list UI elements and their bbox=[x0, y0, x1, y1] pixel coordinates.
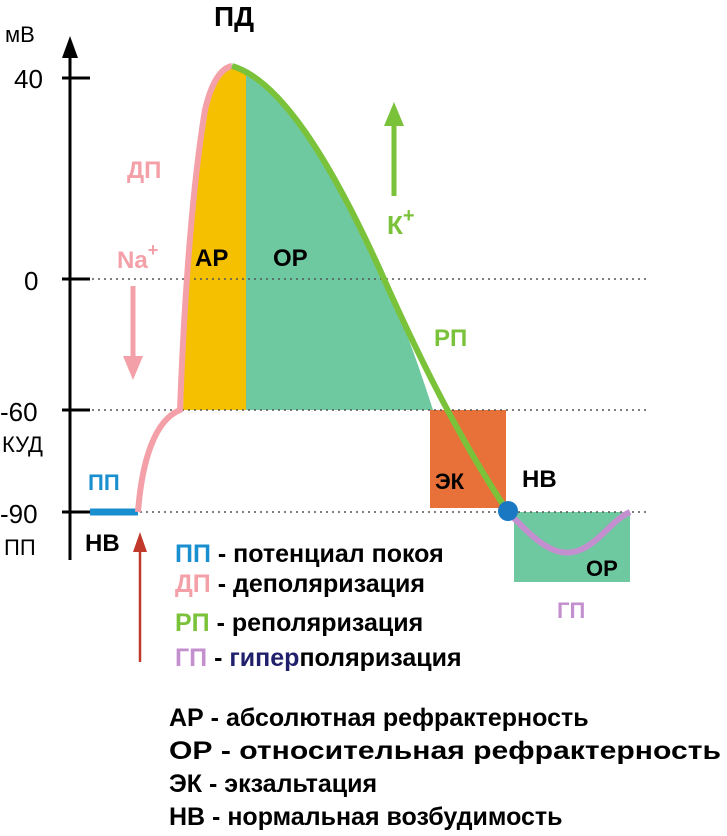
nv-point bbox=[498, 501, 518, 521]
or-small-label: ОР bbox=[586, 556, 618, 581]
ap-region bbox=[183, 66, 246, 410]
k-arrow-head bbox=[384, 102, 404, 126]
legend-gp-text: - bbox=[207, 644, 229, 672]
tick-label-40: 40 bbox=[14, 64, 43, 94]
rp-curve bbox=[231, 63, 511, 514]
legend-pp-text: - потенциал покоя bbox=[211, 540, 444, 568]
legend-rp: РП - реполяризация bbox=[175, 609, 423, 637]
title: ПД bbox=[214, 1, 254, 32]
nv-left-label: НВ bbox=[85, 530, 120, 557]
k-label: К+ bbox=[387, 205, 415, 240]
tick-label-minus60: -60 bbox=[0, 397, 38, 427]
k-sup: + bbox=[403, 205, 415, 227]
unit-label: мВ bbox=[5, 22, 35, 47]
na-text: Na bbox=[117, 247, 148, 274]
y-axis-arrow bbox=[62, 36, 78, 58]
dp-curve bbox=[135, 63, 233, 513]
stimulus-arrow-head bbox=[133, 532, 147, 552]
legend-top: ПП - потенциал покоя ДП - деполяризация … bbox=[175, 540, 462, 672]
rp-label: РП bbox=[434, 325, 467, 352]
legend-ek: ЭК - экзальтация bbox=[169, 770, 377, 798]
legend-pp-abbr: ПП bbox=[175, 540, 211, 568]
ap-label: АР bbox=[195, 245, 228, 272]
or-region bbox=[246, 72, 433, 410]
nv-right-label: НВ bbox=[522, 466, 557, 493]
or-main-label: ОР bbox=[273, 245, 308, 272]
legend-or: ОР - относительная рефрактерность bbox=[169, 737, 721, 765]
legend-pp: ПП - потенциал покоя bbox=[175, 540, 444, 568]
k-text: К bbox=[387, 210, 403, 240]
na-label: Na+ bbox=[117, 240, 158, 274]
pp-small-label: ПП bbox=[88, 470, 120, 495]
legend-nv: НВ - нормальная возбудимость bbox=[169, 803, 563, 831]
legend-rp-text: - реполяризация bbox=[210, 609, 424, 637]
dp-label: ДП bbox=[127, 157, 161, 184]
na-sup: + bbox=[148, 240, 159, 260]
gp-curve bbox=[505, 509, 632, 556]
legend-rp-abbr: РП bbox=[175, 609, 210, 637]
legend-dp-text: - деполяризация bbox=[211, 570, 425, 598]
legend-gp-rest: поляризация bbox=[299, 644, 461, 672]
legend-ap: АР - абсолютная рефрактерность bbox=[169, 704, 589, 732]
legend-bottom: АР - абсолютная рефрактерность ОР - отно… bbox=[169, 704, 721, 831]
ek-label: ЭК bbox=[435, 469, 465, 494]
legend-gp-emph: гипер bbox=[229, 644, 299, 672]
legend-dp: ДП - деполяризация bbox=[175, 570, 425, 598]
gp-label: ГП bbox=[557, 598, 585, 623]
legend-dp-abbr: ДП bbox=[175, 570, 211, 598]
pp-axis-label: ПП bbox=[4, 535, 36, 560]
na-arrow-head bbox=[123, 356, 143, 380]
legend-gp: ГП - гиперполяризация bbox=[175, 644, 462, 672]
tick-label-0: 0 bbox=[24, 266, 38, 296]
legend-gp-abbr: ГП bbox=[175, 644, 207, 672]
tick-label-minus90: -90 bbox=[0, 499, 38, 529]
kud-label: КУД bbox=[2, 432, 43, 457]
